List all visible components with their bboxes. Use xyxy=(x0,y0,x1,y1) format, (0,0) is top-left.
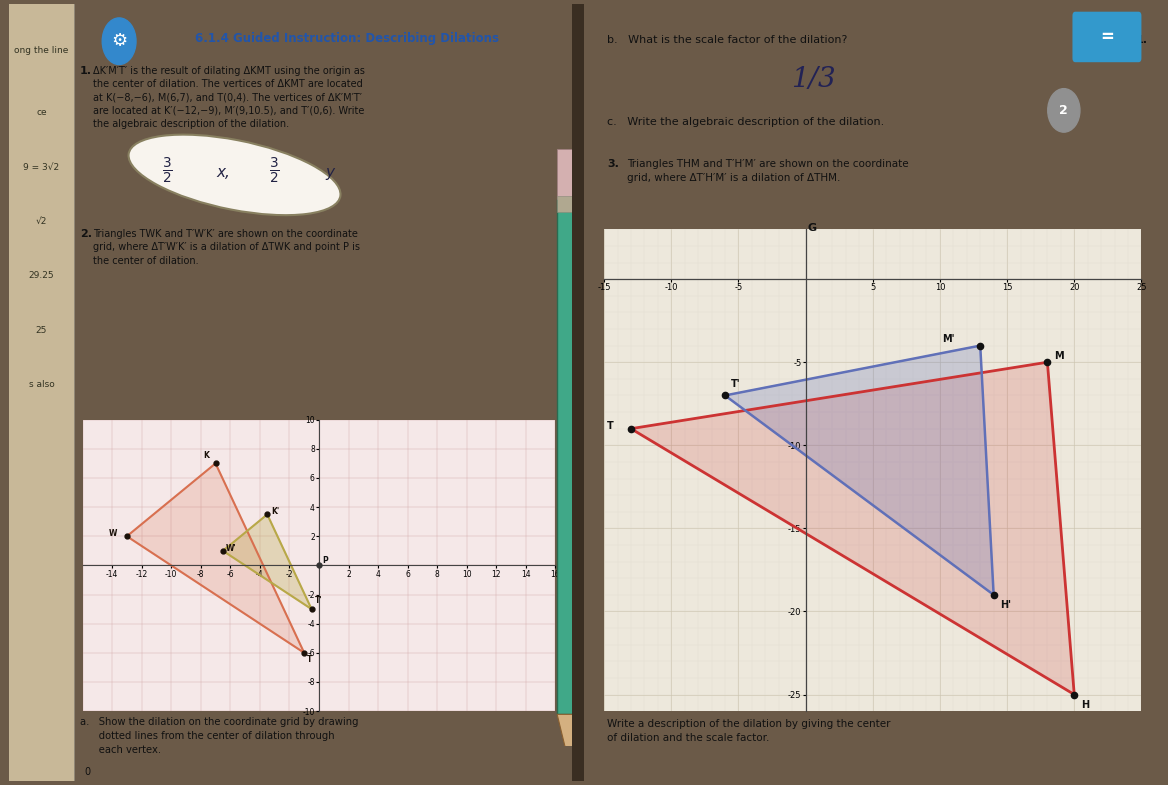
Text: 3.: 3. xyxy=(607,159,619,170)
Text: H': H' xyxy=(1000,600,1011,610)
Text: T: T xyxy=(307,655,313,663)
Text: a.   Show the dilation on the coordinate grid by drawing
      dotted lines from: a. Show the dilation on the coordinate g… xyxy=(79,717,359,754)
FancyBboxPatch shape xyxy=(1072,12,1141,62)
Text: M': M' xyxy=(943,334,955,345)
Polygon shape xyxy=(557,714,582,765)
Bar xyxy=(557,149,582,199)
Circle shape xyxy=(1048,89,1080,132)
Text: G: G xyxy=(808,223,816,232)
Text: 1.: 1. xyxy=(1135,35,1148,45)
Text: b.   What is the scale factor of the dilation?: b. What is the scale factor of the dilat… xyxy=(607,35,847,45)
Text: ΔK′M′T′ is the result of dilating ΔKMT using the origin as
the center of dilatio: ΔK′M′T′ is the result of dilating ΔKMT u… xyxy=(92,66,364,129)
Text: $\frac{3}{2}$: $\frac{3}{2}$ xyxy=(269,156,279,186)
Text: 2.: 2. xyxy=(79,229,92,239)
Text: c.   Write the algebraic description of the dilation.: c. Write the algebraic description of th… xyxy=(607,117,884,126)
Text: √2: √2 xyxy=(36,217,47,226)
Text: ong the line: ong the line xyxy=(14,46,69,55)
Text: ce: ce xyxy=(36,108,47,117)
Text: W': W' xyxy=(225,544,237,553)
Polygon shape xyxy=(725,345,994,595)
Polygon shape xyxy=(631,362,1075,695)
Text: 1/3: 1/3 xyxy=(791,66,835,93)
Ellipse shape xyxy=(128,135,341,215)
Text: x,: x, xyxy=(216,165,230,180)
Bar xyxy=(557,196,582,212)
Text: T: T xyxy=(607,421,613,431)
Text: W: W xyxy=(109,529,118,539)
Bar xyxy=(9,4,74,781)
Text: y: y xyxy=(326,165,335,180)
Text: T': T' xyxy=(314,597,322,605)
Text: 29.25: 29.25 xyxy=(29,272,54,280)
Text: Write a description of the dilation by giving the center
of dilation and the sca: Write a description of the dilation by g… xyxy=(607,719,890,743)
Text: T': T' xyxy=(730,379,741,389)
Circle shape xyxy=(103,18,135,64)
Text: H: H xyxy=(1080,699,1089,710)
Text: ⚙: ⚙ xyxy=(111,32,127,50)
Text: 1.: 1. xyxy=(79,66,92,76)
Polygon shape xyxy=(223,514,312,609)
Text: Triangles THM and T′H′M′ are shown on the coordinate
grid, where ΔT′H′M′ is a di: Triangles THM and T′H′M′ are shown on th… xyxy=(627,159,909,183)
Text: 25: 25 xyxy=(36,326,47,335)
Bar xyxy=(557,199,582,714)
Text: K: K xyxy=(203,451,209,459)
Text: =: = xyxy=(1100,28,1114,46)
Text: 6.1.4 Guided Instruction: Describing Dilations: 6.1.4 Guided Instruction: Describing Dil… xyxy=(195,32,499,46)
Text: P: P xyxy=(322,556,328,564)
Text: s also: s also xyxy=(28,380,54,389)
Text: 0: 0 xyxy=(84,767,90,777)
Polygon shape xyxy=(127,463,304,653)
Text: K': K' xyxy=(272,507,280,517)
Text: M: M xyxy=(1054,351,1064,361)
Text: 2: 2 xyxy=(1059,104,1069,117)
Text: 9 = 3√2: 9 = 3√2 xyxy=(23,162,60,172)
Text: Triangles TWK and T′W′K′ are shown on the coordinate
grid, where ΔT′W′K′ is a di: Triangles TWK and T′W′K′ are shown on th… xyxy=(92,229,360,265)
Text: $\frac{3}{2}$: $\frac{3}{2}$ xyxy=(161,156,173,186)
